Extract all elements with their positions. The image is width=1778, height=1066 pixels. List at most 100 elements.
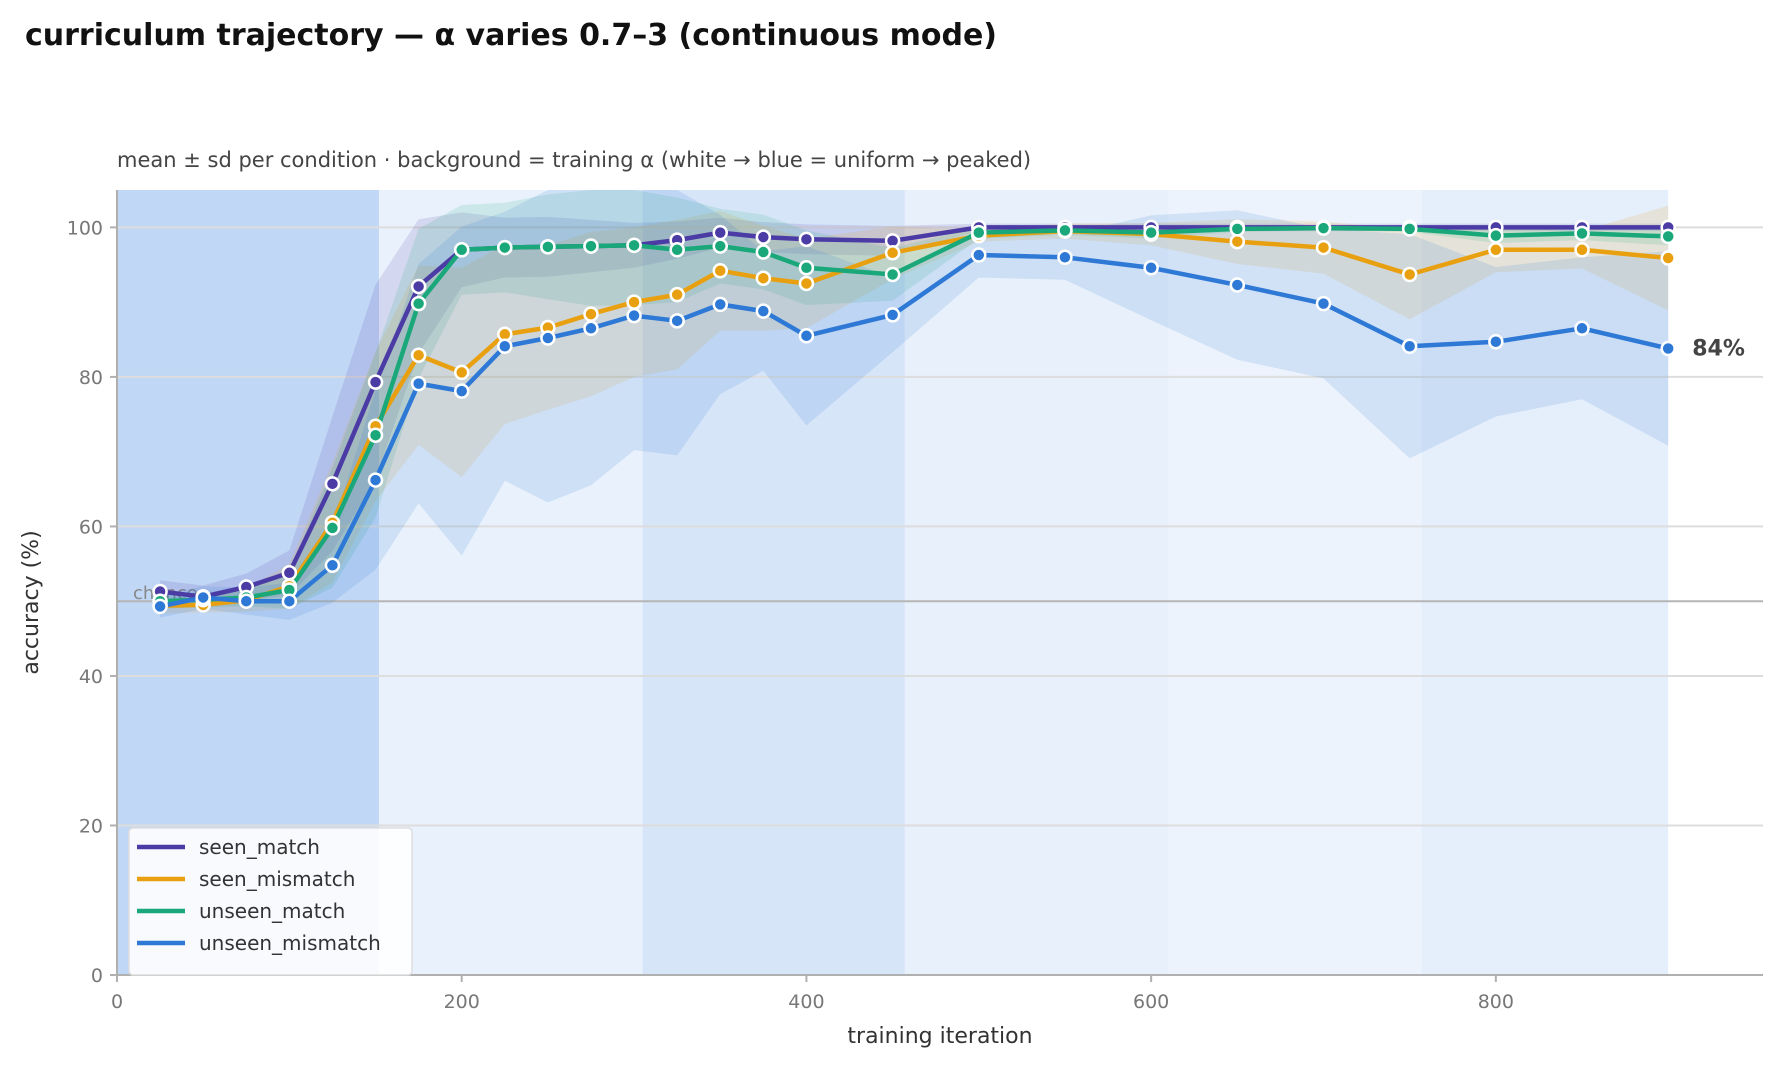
data-point-unseen_mismatch-400 [798, 328, 815, 344]
series-line-seen_mismatch [157, 228, 1671, 608]
series-points [152, 219, 1676, 615]
y-axis-ticks: 0 20 40 60 80 100 [67, 217, 117, 987]
end-value-label: 84% [1692, 336, 1745, 361]
data-point-unseen_match-225 [497, 239, 513, 256]
y-tick-label-100: 100 [67, 217, 103, 239]
data-point-unseen_mismatch-125 [324, 557, 341, 574]
data-point-unseen_mismatch-850 [1574, 320, 1590, 337]
data-point-unseen_mismatch-50 [195, 589, 211, 606]
data-point-unseen_mismatch-450 [884, 307, 901, 323]
data-point-unseen_match-350 [712, 238, 728, 254]
data-point-unseen_mismatch-100 [281, 593, 298, 609]
data-point-seen_mismatch-800 [1488, 242, 1504, 258]
data-point-unseen_mismatch-175 [410, 375, 427, 392]
x-tick-label-200: 200 [444, 991, 480, 1013]
x-tick-label-400: 400 [788, 991, 824, 1013]
data-point-seen_mismatch-450 [884, 245, 901, 261]
data-point-unseen_mismatch-650 [1229, 277, 1246, 293]
data-point-unseen_mismatch-900 [1660, 340, 1676, 357]
data-point-unseen_mismatch-350 [712, 296, 728, 313]
background-band-4 [1168, 190, 1422, 975]
sd-band-unseen_match [160, 190, 1669, 609]
x-tick-label-800: 800 [1478, 991, 1514, 1013]
data-point-unseen_match-600 [1143, 224, 1159, 241]
y-tick-label-40: 40 [79, 666, 103, 688]
data-point-seen_mismatch-900 [1660, 250, 1676, 266]
data-point-unseen_mismatch-325 [669, 313, 685, 329]
y-axis-label: accuracy (%) [19, 530, 44, 674]
legend-label-seen_mismatch: seen_mismatch [199, 867, 355, 891]
background-band-3 [904, 190, 1169, 975]
data-point-unseen_match-800 [1488, 227, 1504, 244]
x-tick-label-0: 0 [111, 991, 123, 1013]
data-point-unseen_match-550 [1057, 222, 1073, 239]
data-point-seen_mismatch-325 [669, 286, 685, 303]
legend-label-seen_match: seen_match [199, 835, 320, 859]
data-point-seen_mismatch-400 [798, 275, 815, 292]
data-point-unseen_mismatch-150 [367, 472, 384, 488]
data-point-unseen_match-850 [1574, 225, 1590, 242]
data-point-seen_mismatch-175 [410, 347, 427, 363]
data-point-unseen_match-175 [410, 295, 427, 312]
data-point-unseen_mismatch-225 [497, 338, 513, 355]
data-point-seen_match-100 [281, 565, 298, 581]
data-point-unseen_mismatch-550 [1057, 249, 1073, 266]
data-point-unseen_match-250 [540, 239, 556, 255]
data-point-unseen_mismatch-250 [540, 330, 556, 346]
data-point-unseen_mismatch-500 [971, 247, 987, 263]
data-point-unseen_mismatch-300 [626, 307, 642, 324]
data-point-unseen_match-325 [669, 242, 685, 258]
data-point-unseen_match-450 [884, 266, 901, 283]
x-axis-label: training iteration [847, 1024, 1032, 1049]
data-point-unseen_match-900 [1660, 228, 1676, 245]
data-point-unseen_mismatch-700 [1315, 295, 1332, 312]
y-tick-label-0: 0 [91, 965, 103, 987]
data-point-unseen_mismatch-375 [755, 303, 772, 319]
data-point-seen_match-175 [410, 278, 427, 295]
data-point-seen_match-375 [755, 229, 772, 245]
legend-box [128, 827, 413, 976]
background-band-5 [1421, 190, 1669, 975]
data-point-unseen_match-275 [583, 238, 599, 254]
data-point-unseen_match-650 [1229, 221, 1246, 237]
data-point-unseen_match-375 [755, 244, 772, 260]
background-band-1 [378, 190, 643, 975]
data-point-seen_match-125 [324, 476, 341, 492]
data-point-seen_mismatch-275 [583, 306, 599, 322]
data-point-seen_match-400 [798, 231, 815, 248]
data-point-unseen_match-150 [367, 427, 384, 443]
chart-title: curriculum trajectory — α varies 0.7–3 (… [25, 18, 997, 53]
data-point-seen_mismatch-375 [755, 270, 772, 286]
data-point-unseen_mismatch-750 [1401, 338, 1418, 355]
data-point-seen_match-350 [712, 224, 728, 241]
data-point-unseen_match-200 [453, 242, 470, 258]
data-point-unseen_match-300 [626, 237, 642, 254]
data-point-seen_match-150 [367, 374, 384, 390]
legend-label-unseen_match: unseen_match [199, 899, 345, 923]
y-tick-label-20: 20 [79, 815, 103, 837]
data-point-unseen_mismatch-275 [583, 320, 599, 337]
data-point-seen_mismatch-700 [1315, 239, 1332, 256]
data-point-seen_mismatch-300 [626, 294, 642, 310]
x-tick-label-600: 600 [1133, 991, 1169, 1013]
legend: seen_match seen_mismatch unseen_matchunsee… [128, 827, 413, 976]
sd-band-seen_mismatch [160, 205, 1669, 614]
legend-label-unseen_mismatch: unseen_mismatch [199, 931, 381, 955]
data-point-unseen_match-125 [324, 520, 341, 536]
data-point-seen_mismatch-350 [712, 262, 728, 279]
data-point-unseen_mismatch-25 [152, 598, 168, 615]
y-tick-label-80: 80 [79, 367, 103, 389]
data-point-unseen_mismatch-200 [453, 383, 470, 399]
data-point-unseen_mismatch-600 [1143, 260, 1159, 276]
data-point-seen_mismatch-200 [453, 364, 470, 381]
data-point-unseen_match-700 [1315, 220, 1332, 236]
y-tick-label-60: 60 [79, 516, 103, 538]
data-point-unseen_mismatch-800 [1488, 334, 1504, 350]
data-point-seen_mismatch-850 [1574, 242, 1590, 258]
data-point-unseen_mismatch-75 [238, 593, 255, 609]
data-point-seen_mismatch-650 [1229, 233, 1246, 250]
data-point-seen_mismatch-750 [1401, 266, 1418, 283]
sd-band-seen_match [160, 212, 1669, 608]
data-point-unseen_match-750 [1401, 221, 1418, 237]
